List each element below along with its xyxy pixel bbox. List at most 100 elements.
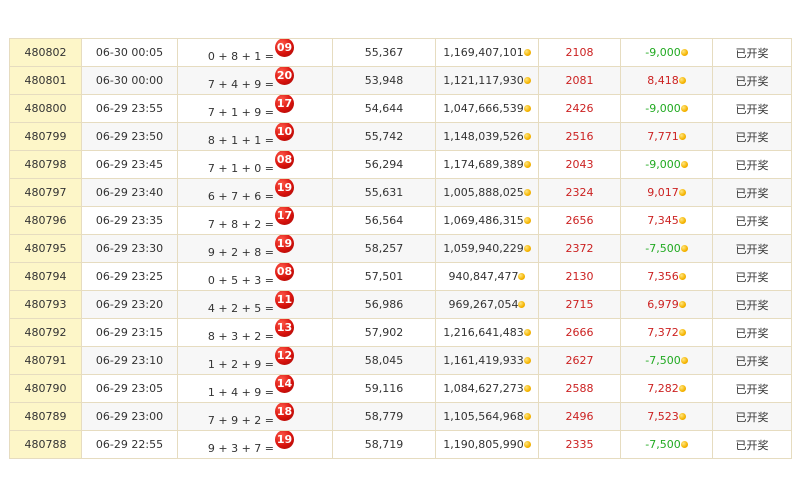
table-row: 480795 06-29 23:30 9 + 2 + 8 =19 58,257 1,05… [9, 234, 792, 263]
winner-count: 2588 [538, 374, 621, 403]
player-count: 55,367 [332, 38, 436, 67]
pool-cell: 1,084,627,273 [435, 374, 539, 403]
pool-amount: 1,148,039,526 [443, 130, 524, 143]
profit-amount: 7,523 [647, 410, 679, 423]
profit-amount: 9,017 [647, 186, 679, 199]
winner-count: 2715 [538, 290, 621, 319]
pool-cell: 1,047,666,539 [435, 94, 539, 123]
draw-expression-cell: 4 + 2 + 5 =11 [177, 290, 333, 319]
status-label: 已开奖 [712, 318, 792, 347]
pool-cell: 1,121,117,930 [435, 66, 539, 95]
draw-expression: 4 + 2 + 5 = [207, 301, 274, 315]
issue-number: 480790 [9, 374, 82, 403]
player-count: 56,294 [332, 150, 436, 179]
draw-expression: 1 + 2 + 9 = [207, 357, 274, 371]
red-ball-icon: 09 [275, 39, 294, 57]
pool-cell: 1,216,641,483 [435, 318, 539, 347]
profit-amount: 7,356 [647, 270, 679, 283]
draw-time: 06-29 23:30 [81, 234, 178, 263]
pool-cell: 1,148,039,526 [435, 122, 539, 151]
issue-number: 480788 [9, 430, 82, 459]
gold-coin-icon [680, 104, 688, 112]
gold-coin-icon [523, 356, 531, 364]
draw-expression-cell: 7 + 9 + 2 =18 [177, 402, 333, 431]
gold-coin-icon [518, 300, 526, 308]
draw-expression-cell: 6 + 7 + 6 =19 [177, 178, 333, 207]
winner-count: 2081 [538, 66, 621, 95]
gold-coin-icon [678, 132, 686, 140]
status-label: 已开奖 [712, 374, 792, 403]
pool-cell: 1,174,689,389 [435, 150, 539, 179]
draw-expression-cell: 0 + 8 + 1 =09 [177, 38, 333, 67]
profit-amount: 7,282 [647, 382, 679, 395]
red-ball-icon: 17 [275, 95, 294, 113]
player-count: 56,986 [332, 290, 436, 319]
pool-amount: 1,069,486,315 [443, 214, 524, 227]
gold-coin-icon [523, 132, 531, 140]
draw-expression-cell: 7 + 1 + 9 =17 [177, 94, 333, 123]
pool-amount: 969,267,054 [448, 298, 519, 311]
player-count: 56,564 [332, 206, 436, 235]
winner-count: 2666 [538, 318, 621, 347]
draw-time: 06-29 23:45 [81, 150, 178, 179]
gold-coin-icon [523, 384, 531, 392]
pool-amount: 1,105,564,968 [443, 410, 524, 423]
profit-cell: 7,523 [620, 402, 713, 431]
gold-coin-icon [523, 244, 531, 252]
red-ball-icon: 19 [275, 431, 294, 449]
gold-coin-icon [678, 272, 686, 280]
gold-coin-icon [678, 216, 686, 224]
winner-count: 2516 [538, 122, 621, 151]
winner-count: 2324 [538, 178, 621, 207]
profit-cell: 6,979 [620, 290, 713, 319]
issue-number: 480802 [9, 38, 82, 67]
profit-cell: 7,345 [620, 206, 713, 235]
winner-count: 2108 [538, 38, 621, 67]
results-body: 480802 06-30 00:05 0 + 8 + 1 =09 55,367 1,16… [9, 38, 792, 459]
red-ball-icon: 11 [275, 291, 294, 309]
pool-cell: 1,169,407,101 [435, 38, 539, 67]
draw-expression: 7 + 1 + 9 = [207, 105, 274, 119]
draw-expression-cell: 7 + 8 + 2 =17 [177, 206, 333, 235]
winner-count: 2130 [538, 262, 621, 291]
player-count: 53,948 [332, 66, 436, 95]
status-label: 已开奖 [712, 94, 792, 123]
profit-amount: -7,500 [645, 354, 681, 367]
player-count: 58,779 [332, 402, 436, 431]
draw-expression-cell: 9 + 2 + 8 =19 [177, 234, 333, 263]
draw-expression: 9 + 2 + 8 = [207, 245, 274, 259]
draw-expression: 1 + 4 + 9 = [207, 385, 274, 399]
pool-cell: 1,190,805,990 [435, 430, 539, 459]
draw-expression-cell: 8 + 1 + 1 =10 [177, 122, 333, 151]
draw-time: 06-29 23:10 [81, 346, 178, 375]
profit-cell: -7,500 [620, 430, 713, 459]
pool-amount: 940,847,477 [448, 270, 519, 283]
red-ball-icon: 10 [275, 123, 294, 141]
gold-coin-icon [523, 188, 531, 196]
profit-cell: -9,000 [620, 150, 713, 179]
player-count: 58,045 [332, 346, 436, 375]
status-label: 已开奖 [712, 122, 792, 151]
draw-expression: 0 + 8 + 1 = [207, 49, 274, 63]
pool-cell: 969,267,054 [435, 290, 539, 319]
red-ball-icon: 08 [275, 151, 294, 169]
profit-amount: -9,000 [645, 102, 681, 115]
draw-time: 06-29 23:40 [81, 178, 178, 207]
pool-amount: 1,084,627,273 [443, 382, 524, 395]
table-row: 480793 06-29 23:20 4 + 2 + 5 =11 56,986 969,… [9, 290, 792, 319]
issue-number: 480797 [9, 178, 82, 207]
player-count: 58,257 [332, 234, 436, 263]
draw-time: 06-30 00:00 [81, 66, 178, 95]
status-label: 已开奖 [712, 234, 792, 263]
draw-expression-cell: 9 + 3 + 7 =19 [177, 430, 333, 459]
winner-count: 2496 [538, 402, 621, 431]
winner-count: 2656 [538, 206, 621, 235]
profit-cell: 7,356 [620, 262, 713, 291]
profit-amount: -9,000 [645, 158, 681, 171]
draw-expression-cell: 8 + 3 + 2 =13 [177, 318, 333, 347]
status-label: 已开奖 [712, 150, 792, 179]
table-row: 480802 06-30 00:05 0 + 8 + 1 =09 55,367 1,16… [9, 38, 792, 67]
draw-expression: 7 + 9 + 2 = [207, 413, 274, 427]
draw-expression-cell: 0 + 5 + 3 =08 [177, 262, 333, 291]
red-ball-icon: 19 [275, 179, 294, 197]
